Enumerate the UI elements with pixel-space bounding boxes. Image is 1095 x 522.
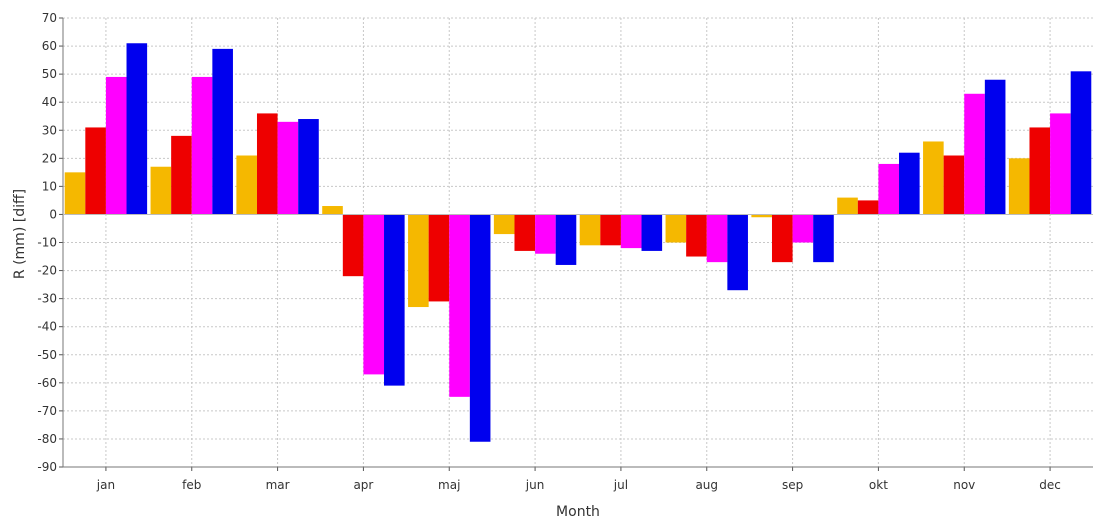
bar-sep-series-1 [751, 214, 772, 218]
bar-jul-series-4 [641, 214, 663, 251]
y-tick-label: 60 [42, 39, 57, 53]
bar-jan-series-1 [64, 172, 86, 215]
bar-jun-series-2 [514, 214, 536, 251]
bar-dec-series-3 [1050, 113, 1071, 215]
x-tick-label: jun [525, 478, 545, 492]
bar-maj-series-4 [469, 214, 491, 442]
bar-jan-series-2 [85, 127, 106, 215]
bar-jul-series-3 [620, 214, 642, 249]
bar-aug-series-1 [665, 214, 687, 243]
bar-aug-series-2 [686, 214, 707, 257]
bar-nov-series-2 [943, 155, 965, 215]
x-tick-label: jan [96, 478, 115, 492]
bar-apr-series-4 [384, 214, 405, 386]
y-tick-label: -80 [37, 432, 57, 446]
y-tick-label: -20 [37, 264, 57, 278]
y-tick-label: -60 [37, 376, 57, 390]
x-tick-label: feb [182, 478, 201, 492]
bar-nov-series-3 [964, 93, 985, 215]
y-tick-label: -30 [37, 292, 57, 306]
y-tick-label: 20 [42, 151, 57, 165]
x-tick-label: maj [438, 478, 460, 492]
bar-mar-series-4 [298, 119, 319, 215]
y-tick-label: -70 [37, 404, 57, 418]
bar-apr-series-1 [322, 206, 343, 215]
bar-apr-series-2 [342, 214, 364, 277]
bar-mar-series-2 [256, 113, 278, 215]
bar-jul-series-1 [579, 214, 601, 246]
x-tick-label: sep [782, 478, 803, 492]
bar-jun-series-4 [555, 214, 577, 265]
bar-okt-series-2 [857, 200, 879, 215]
y-tick-label: 30 [42, 123, 57, 137]
x-tick-label: jul [613, 478, 628, 492]
bar-feb-series-1 [150, 166, 172, 215]
x-tick-label: aug [695, 478, 718, 492]
bar-feb-series-4 [212, 48, 233, 215]
bar-apr-series-3 [363, 214, 385, 375]
x-tick-label: okt [869, 478, 888, 492]
x-tick-label: dec [1039, 478, 1061, 492]
bar-mar-series-1 [236, 155, 257, 215]
bar-dec-series-2 [1029, 127, 1051, 215]
x-axis-title: Month [556, 504, 600, 520]
bar-aug-series-4 [727, 214, 748, 291]
y-tick-label: -50 [37, 348, 57, 362]
y-tick-label: 10 [42, 179, 57, 193]
y-axis-title: R (mm) [diff] [12, 189, 28, 279]
bar-nov-series-1 [923, 141, 944, 215]
bar-okt-series-1 [837, 197, 858, 215]
bar-nov-series-4 [984, 79, 1006, 215]
y-tick-label: 40 [42, 95, 57, 109]
bar-mar-series-3 [277, 121, 299, 215]
bar-okt-series-4 [899, 152, 920, 215]
bar-jun-series-3 [535, 214, 556, 254]
x-tick-label: mar [266, 478, 290, 492]
x-tick-label: nov [953, 478, 975, 492]
bars [64, 43, 1092, 442]
bar-jul-series-2 [600, 214, 621, 246]
bar-okt-series-3 [878, 163, 900, 215]
bar-sep-series-2 [771, 214, 793, 263]
bar-dec-series-4 [1070, 71, 1092, 215]
bar-feb-series-2 [171, 135, 192, 215]
bar-jan-series-4 [126, 43, 148, 215]
bar-maj-series-2 [428, 214, 450, 302]
y-tick-label: -10 [37, 236, 57, 250]
bar-maj-series-3 [449, 214, 470, 397]
bar-feb-series-3 [191, 76, 213, 215]
axes: 70 60 50 40 30 20 10 0 -10 -20 -30 -40 -50 -60 -70 -80 -… [37, 11, 1093, 492]
bar-maj-series-1 [408, 214, 429, 308]
bar-sep-series-3 [792, 214, 814, 243]
bar-sep-series-4 [813, 214, 834, 263]
y-tick-label: 50 [42, 67, 57, 81]
bar-jun-series-1 [493, 214, 515, 235]
bar-aug-series-3 [706, 214, 728, 263]
y-tick-label: 70 [42, 11, 57, 25]
bar-dec-series-1 [1008, 158, 1030, 215]
y-tick-label: -40 [37, 320, 57, 334]
y-tick-label: 0 [49, 207, 57, 221]
x-tick-label: apr [353, 478, 373, 492]
y-tick-label: -90 [37, 460, 57, 474]
bar-jan-series-3 [105, 76, 127, 215]
